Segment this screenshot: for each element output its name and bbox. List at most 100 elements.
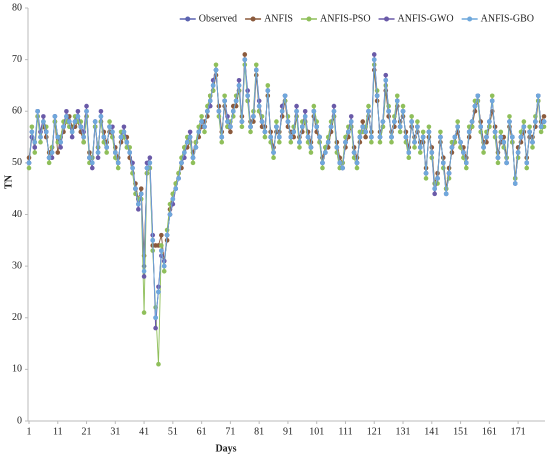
data-point — [81, 139, 86, 145]
data-point — [41, 119, 46, 124]
data-point — [164, 232, 170, 238]
data-point — [455, 124, 460, 130]
data-point — [147, 155, 153, 161]
data-point — [397, 124, 403, 130]
data-point — [251, 114, 256, 119]
data-point — [26, 165, 32, 171]
legend-label: ANFIS — [264, 13, 293, 24]
data-point — [138, 186, 144, 191]
data-point — [492, 129, 498, 135]
y-tick-label: 70 — [12, 54, 22, 65]
series-line — [28, 59, 545, 318]
data-point — [302, 108, 308, 114]
data-point — [498, 134, 504, 140]
data-point — [35, 108, 40, 114]
data-point — [153, 325, 158, 331]
data-point — [538, 124, 544, 130]
data-point — [282, 93, 288, 99]
data-point — [219, 139, 225, 145]
data-point — [228, 129, 233, 135]
data-point — [461, 150, 466, 155]
data-point — [423, 170, 429, 176]
x-tick-label: 41 — [139, 426, 149, 437]
data-point — [64, 114, 69, 119]
data-point — [29, 129, 35, 135]
x-tick-label: 161 — [482, 426, 497, 437]
data-point — [61, 124, 66, 130]
x-tick-label: 121 — [367, 426, 382, 437]
data-point — [403, 134, 409, 140]
data-point — [478, 129, 484, 135]
data-point — [113, 150, 118, 155]
data-point — [311, 108, 317, 114]
data-point — [294, 103, 299, 109]
data-point — [216, 108, 222, 114]
x-axis-label: Days — [215, 443, 236, 454]
data-point — [371, 52, 377, 57]
data-point — [464, 160, 469, 166]
data-point — [213, 67, 219, 73]
data-point — [167, 212, 173, 217]
data-point — [49, 150, 55, 155]
legend-swatch-marker — [250, 16, 256, 22]
data-point — [262, 134, 268, 140]
data-point — [288, 139, 294, 145]
data-point — [222, 98, 227, 104]
data-point — [521, 124, 527, 130]
data-point — [392, 119, 397, 124]
data-point — [161, 263, 167, 269]
data-point — [524, 160, 530, 166]
data-point — [136, 201, 141, 207]
data-point — [366, 108, 371, 114]
data-point — [66, 119, 72, 124]
data-point — [308, 150, 314, 155]
data-point — [527, 129, 532, 135]
data-point — [469, 119, 475, 124]
data-point — [541, 119, 547, 124]
data-point — [170, 196, 176, 202]
data-point — [409, 119, 414, 124]
data-point — [369, 139, 374, 145]
data-point — [104, 145, 109, 150]
data-point — [124, 139, 130, 145]
data-point — [184, 139, 190, 145]
data-point — [515, 150, 521, 155]
data-point — [363, 134, 368, 140]
data-point — [291, 129, 296, 135]
data-point — [274, 119, 279, 124]
data-point — [236, 77, 242, 83]
data-point — [340, 165, 345, 171]
y-tick-label: 40 — [12, 209, 22, 220]
data-point — [279, 108, 285, 114]
data-point — [498, 129, 504, 135]
data-point — [202, 129, 207, 135]
data-point — [409, 114, 414, 119]
data-point — [265, 88, 271, 93]
data-point — [300, 124, 305, 130]
data-point — [438, 129, 443, 135]
data-point — [52, 114, 58, 119]
data-point — [46, 155, 52, 161]
data-point — [115, 165, 121, 171]
data-point — [196, 129, 202, 135]
data-point — [98, 114, 104, 119]
data-point — [38, 139, 43, 145]
data-point — [489, 93, 495, 99]
data-point — [75, 114, 81, 119]
data-point — [489, 98, 495, 104]
x-tick-label: 111 — [338, 426, 352, 437]
data-point — [136, 207, 141, 212]
data-point — [383, 77, 389, 83]
data-point — [394, 98, 400, 104]
y-tick-label: 50 — [12, 157, 22, 168]
data-point — [225, 119, 230, 124]
legend-swatch-marker — [467, 16, 473, 22]
data-point — [432, 191, 437, 197]
data-point — [495, 160, 501, 166]
data-point — [515, 155, 521, 161]
data-point — [271, 155, 276, 161]
data-point — [441, 165, 446, 171]
data-point — [95, 150, 101, 155]
legend-label: Observed — [199, 13, 237, 24]
data-point — [75, 108, 81, 114]
